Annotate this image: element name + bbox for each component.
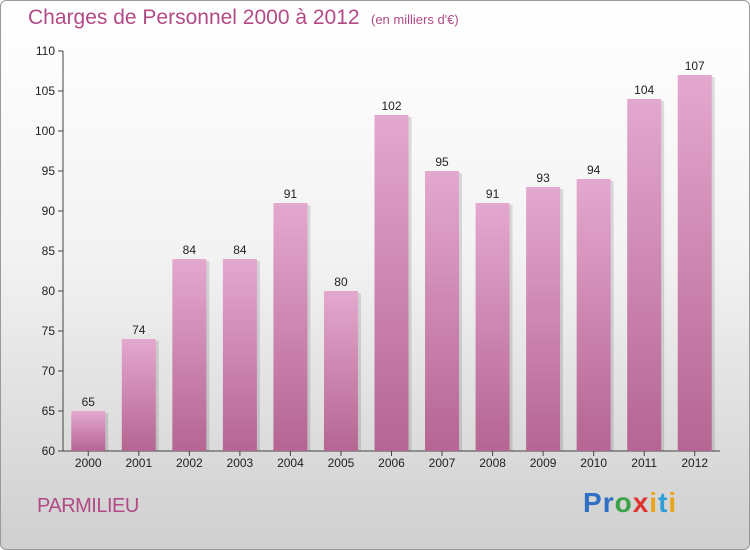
y-tick-label: 95 — [42, 164, 56, 178]
x-tick-label: 2012 — [681, 456, 708, 470]
y-tick-label: 90 — [42, 204, 56, 218]
logo-letter: i — [668, 487, 678, 518]
value-label: 104 — [634, 83, 654, 97]
y-tick-label: 110 — [36, 44, 55, 58]
y-tick-label: 100 — [35, 124, 55, 138]
x-tick-label: 2008 — [479, 456, 506, 470]
bar-2012 — [677, 75, 712, 451]
bar-2001 — [121, 339, 156, 451]
bar-2004 — [273, 203, 308, 451]
chart-subtitle: (en milliers d'€) — [371, 12, 459, 27]
y-tick-label: 80 — [42, 284, 56, 298]
y-tick-label: 75 — [42, 324, 56, 338]
chart-title: Charges de Personnel 2000 à 2012 — [28, 6, 360, 29]
bar-2005 — [323, 291, 358, 451]
x-tick-label: 2011 — [631, 456, 657, 470]
bar-2008 — [475, 203, 510, 451]
logo-letter: t — [658, 487, 669, 518]
bar-2000 — [71, 411, 106, 451]
bar-2007 — [425, 171, 460, 451]
y-tick-label: 105 — [35, 84, 55, 98]
x-tick-label: 2002 — [176, 456, 203, 470]
logo-letter: r — [602, 487, 615, 518]
bar-2009 — [526, 187, 561, 451]
y-tick-label: 85 — [42, 244, 56, 258]
value-label: 93 — [536, 171, 550, 185]
x-tick-label: 2009 — [530, 456, 557, 470]
value-label: 84 — [183, 243, 197, 257]
bar-2002 — [172, 259, 207, 451]
bar-2003 — [222, 259, 257, 451]
value-label: 84 — [233, 243, 247, 257]
logo-letter: o — [614, 487, 633, 518]
x-tick-label: 2004 — [277, 456, 304, 470]
proxiti-logo: Proxiti — [583, 487, 677, 519]
y-tick-label: 60 — [42, 444, 56, 458]
x-tick-label: 2007 — [429, 456, 456, 470]
value-label: 74 — [132, 323, 146, 337]
x-tick-label: 2000 — [75, 456, 102, 470]
value-label: 91 — [486, 187, 500, 201]
bar-2006 — [374, 115, 409, 451]
x-tick-label: 2001 — [125, 456, 152, 470]
y-tick-label: 65 — [42, 404, 56, 418]
y-tick-label: 70 — [42, 364, 56, 378]
commune-name: PARMILIEU — [37, 495, 139, 517]
value-label: 65 — [82, 395, 96, 409]
logo-letter: x — [632, 487, 650, 518]
value-label: 102 — [381, 99, 401, 113]
bars — [71, 75, 715, 451]
x-tick-label: 2003 — [227, 456, 254, 470]
logo-letter: i — [649, 487, 659, 518]
bar-2010 — [576, 179, 611, 451]
logo-letter: P — [583, 487, 603, 518]
x-tick-label: 2006 — [378, 456, 405, 470]
value-label: 91 — [284, 187, 298, 201]
x-tick-label: 2005 — [328, 456, 355, 470]
value-label: 94 — [587, 163, 601, 177]
value-label: 107 — [685, 59, 705, 73]
bar-2011 — [627, 99, 662, 451]
value-label: 80 — [334, 275, 348, 289]
value-label: 95 — [435, 155, 449, 169]
labels: 2000 65 2001 74 2002 84 2003 84 2004 91 2005 80 2006… — [75, 59, 708, 470]
x-tick-label: 2010 — [580, 456, 607, 470]
